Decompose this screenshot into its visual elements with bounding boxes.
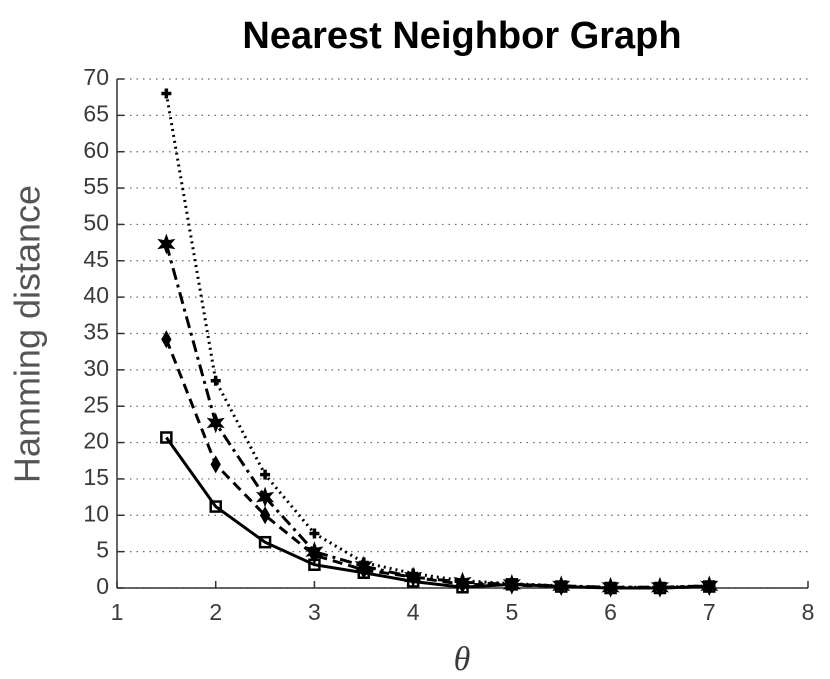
marker bbox=[258, 535, 272, 549]
marker bbox=[260, 469, 271, 480]
y-tick-label: 50 bbox=[83, 210, 109, 236]
y-axis-label: Hamming distance bbox=[7, 185, 48, 483]
chart-title: Nearest Neighbor Graph bbox=[242, 15, 681, 57]
x-tick-label: 1 bbox=[111, 599, 124, 625]
x-tick-label: 8 bbox=[802, 599, 815, 625]
marker bbox=[161, 88, 172, 99]
marker bbox=[259, 506, 271, 525]
x-tick-label: 7 bbox=[703, 599, 716, 625]
marker bbox=[157, 233, 176, 255]
marker bbox=[160, 431, 173, 444]
y-tick-label: 5 bbox=[96, 537, 109, 563]
y-tick-label: 0 bbox=[96, 573, 109, 599]
marker bbox=[358, 557, 369, 568]
marker bbox=[305, 541, 324, 563]
marker bbox=[161, 330, 172, 349]
y-tick-label: 70 bbox=[83, 64, 109, 90]
marker bbox=[206, 412, 225, 434]
x-tick-label: 6 bbox=[604, 599, 617, 625]
marker bbox=[256, 486, 275, 508]
y-tick-label: 15 bbox=[83, 464, 109, 490]
y-tick-label: 30 bbox=[83, 355, 109, 381]
marker bbox=[556, 580, 567, 591]
y-tick-label: 60 bbox=[83, 137, 109, 163]
marker bbox=[309, 528, 320, 539]
x-tick-label: 5 bbox=[505, 599, 518, 625]
y-tick-label: 25 bbox=[83, 391, 109, 417]
marker bbox=[210, 455, 221, 474]
marker bbox=[506, 578, 517, 589]
series-line bbox=[165, 436, 710, 590]
x-tick-label: 4 bbox=[407, 599, 420, 625]
y-tick-label: 35 bbox=[83, 319, 109, 345]
marker bbox=[704, 580, 715, 591]
series-line bbox=[164, 93, 710, 589]
marker bbox=[209, 500, 222, 513]
marker bbox=[605, 582, 616, 593]
x-tick-label: 2 bbox=[209, 599, 222, 625]
marker bbox=[210, 375, 221, 386]
marker bbox=[457, 575, 468, 586]
marker bbox=[654, 582, 665, 593]
y-tick-label: 55 bbox=[83, 173, 109, 199]
y-tick-label: 40 bbox=[83, 282, 109, 308]
series-line bbox=[164, 338, 710, 590]
x-tick-label: 3 bbox=[308, 599, 321, 625]
y-tick-label: 10 bbox=[83, 500, 109, 526]
x-axis-label: θ bbox=[454, 641, 471, 678]
series-line bbox=[164, 243, 710, 589]
y-tick-label: 20 bbox=[83, 428, 109, 454]
y-tick-label: 45 bbox=[83, 246, 109, 272]
marker bbox=[408, 568, 419, 579]
y-tick-label: 65 bbox=[83, 100, 109, 126]
